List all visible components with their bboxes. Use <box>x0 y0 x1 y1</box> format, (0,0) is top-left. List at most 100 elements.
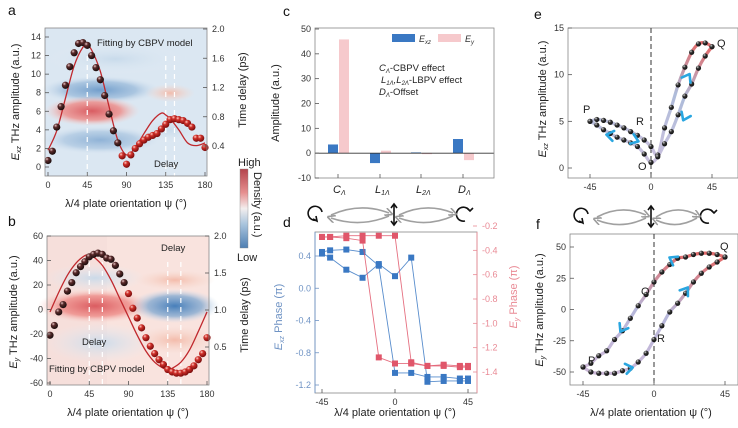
data-point <box>689 49 695 55</box>
phase-marker <box>408 369 415 376</box>
phase-marker <box>359 274 366 281</box>
panel-d-y2label: Ey Phase (π) <box>508 265 521 328</box>
data-point <box>659 269 665 275</box>
data-point <box>611 336 618 343</box>
data-point <box>157 125 165 133</box>
panel-b-ylabel: Ey THz amplitude (a.u.) <box>8 255 21 368</box>
data-point <box>63 287 72 295</box>
data-point <box>675 112 681 118</box>
data-point <box>600 127 607 133</box>
double-arrow-icon <box>399 207 453 224</box>
heat-blob <box>130 289 220 323</box>
data-point <box>57 103 65 111</box>
data-point <box>83 41 91 49</box>
data-point <box>137 324 146 332</box>
direction-arrow-icon <box>605 129 616 143</box>
y-tick-label: 5 <box>559 116 564 126</box>
point-label-p: P <box>588 355 595 367</box>
data-point <box>101 91 109 100</box>
data-point <box>120 278 128 287</box>
direction-arrow-icon <box>628 132 640 145</box>
phase-marker <box>359 232 366 239</box>
y-tick-label: -20 <box>30 329 43 339</box>
data-point <box>690 251 697 258</box>
data-point <box>105 110 113 118</box>
y-tick-label: -0.8 <box>482 294 498 304</box>
data-point <box>661 125 668 131</box>
x-tick-label: L1Λ <box>375 184 390 197</box>
x-tick-label: 45 <box>720 389 730 399</box>
clockwise-polarization-icon <box>455 206 474 222</box>
data-point <box>96 76 104 84</box>
y-tick-label: 0.5 <box>214 342 227 352</box>
data-point <box>604 348 610 354</box>
data-point <box>667 309 673 315</box>
data-point <box>114 139 122 147</box>
data-point <box>628 129 634 135</box>
data-point <box>118 152 126 160</box>
data-point <box>651 336 657 343</box>
data-point <box>201 143 209 152</box>
data-point <box>109 127 118 135</box>
data-point <box>607 119 613 125</box>
data-point <box>70 49 78 57</box>
panel-a-xlabel: λ/4 plate orientation ψ (°) <box>65 198 187 210</box>
y-tick-label: 50 <box>301 24 311 34</box>
data-point <box>714 251 720 258</box>
panel-c-note-cbpv: CΛ-CBPV effect <box>379 63 445 75</box>
phase-marker <box>465 375 471 382</box>
data-point <box>111 261 120 269</box>
y-tick-label: -0.2 <box>482 221 498 231</box>
y-tick-label: -60 <box>30 378 43 388</box>
data-point <box>643 291 649 298</box>
data-point <box>61 81 70 89</box>
legend-swatch-exz <box>392 34 415 42</box>
data-point <box>122 160 131 168</box>
x-tick-label: 0 <box>47 389 52 399</box>
phase-marker <box>456 364 463 371</box>
y-tick-label: 4 <box>36 125 41 135</box>
y-tick-label: 20 <box>301 99 311 109</box>
data-point <box>55 308 63 316</box>
y-tick-label: -50 <box>553 367 566 377</box>
data-point <box>698 250 704 256</box>
curved-arrow <box>331 216 390 224</box>
panel-d-ylabel: Exz Phase (π) <box>273 284 286 351</box>
heat-blob <box>37 289 153 323</box>
y-tick-label: 60 <box>33 231 43 241</box>
phase-marker <box>392 273 398 280</box>
x-tick-label: 90 <box>121 180 131 190</box>
polarization-row-d <box>307 202 474 227</box>
phase-marker <box>424 373 431 380</box>
phase-marker <box>343 266 350 273</box>
panel-f-chart: -45 0 45 -50 -25 0 25 50 P R O Q λ/4 plate orient… <box>534 233 738 419</box>
data-point <box>702 40 708 46</box>
x-tick-label: 0 <box>648 182 653 192</box>
x-tick-label: 180 <box>197 180 212 190</box>
curved-arrow <box>656 217 698 225</box>
data-point <box>588 369 594 375</box>
y-tick-label: 12 <box>31 51 41 61</box>
data-point <box>600 117 607 123</box>
point-label-r: R <box>636 116 644 128</box>
data-point <box>722 254 728 260</box>
polarization-row-f <box>573 204 718 229</box>
data-point <box>580 364 586 370</box>
bar-exz <box>328 144 338 154</box>
double-arrow-icon <box>655 209 698 225</box>
y-tick-label: -0.4 <box>482 245 498 255</box>
heat-blob <box>135 326 215 354</box>
phase-marker <box>392 360 398 367</box>
panel-c-ylabel: Amplitude (a.u.) <box>270 64 282 142</box>
x-tick-label: 45 <box>463 397 473 407</box>
data-point <box>690 279 697 285</box>
y-tick-label: 2 <box>36 143 41 153</box>
panel-label-f: f <box>536 216 540 232</box>
panel-c-note-lbpv: L1Λ,L2Λ-LBPV effect <box>381 75 462 87</box>
curved-arrow <box>655 209 697 217</box>
y-tick-label: -1.4 <box>482 367 498 377</box>
data-point <box>194 356 202 364</box>
phase-marker <box>440 377 447 384</box>
panel-d-chart: -45 0 45 -1.2 -0.8 -0.4 0.0 0.4 -1.4 -1.2 -1.0 -0… <box>273 221 521 419</box>
